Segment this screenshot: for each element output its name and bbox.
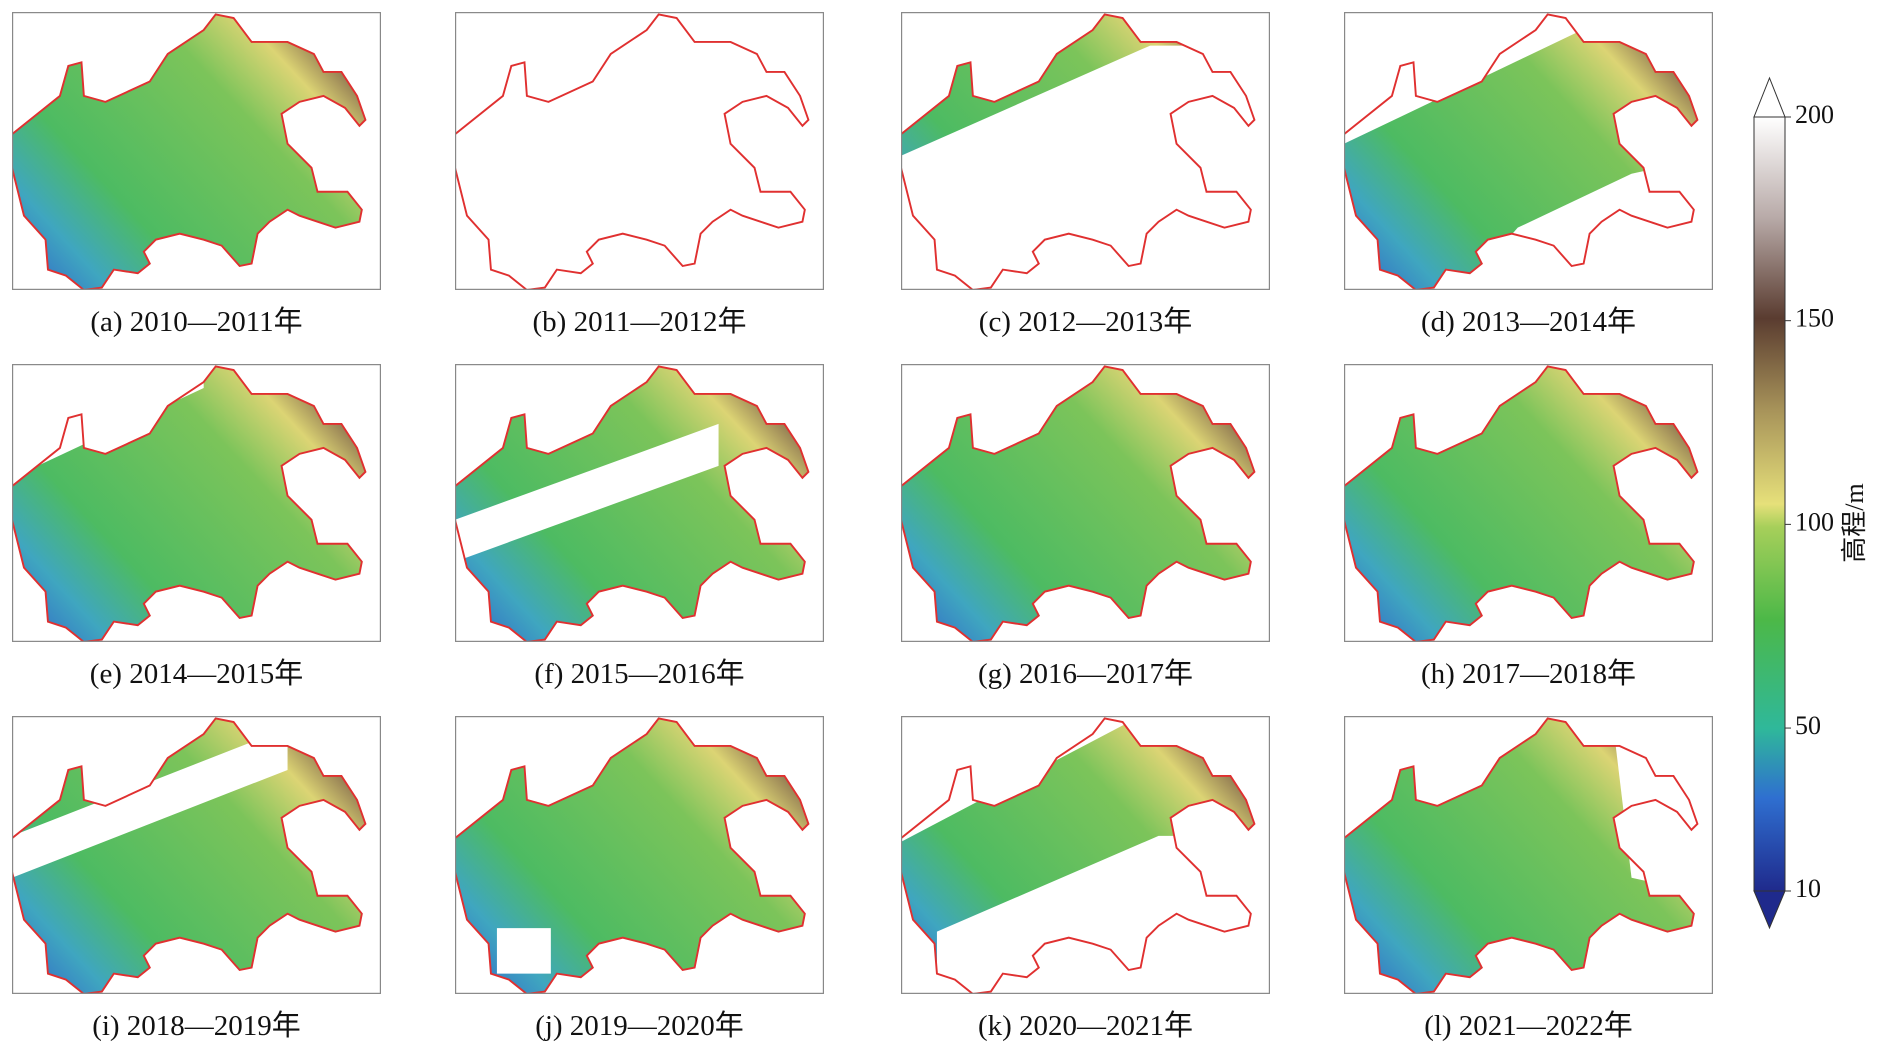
elevation-fill: [1344, 14, 1698, 290]
caption: (l) 2021—2022年: [1424, 1010, 1633, 1042]
boundary: [455, 365, 810, 642]
boundary: [1344, 717, 1699, 994]
tick-label: 10: [1795, 874, 1821, 903]
map-panel: [12, 716, 381, 994]
frame: [455, 716, 824, 994]
boundary: [901, 717, 1256, 994]
colorbar-label: 高程/m: [1840, 483, 1869, 562]
frame: [901, 716, 1270, 994]
frame: [12, 12, 381, 290]
elevation-fill: [455, 366, 809, 642]
caption: (a) 2010—2011年: [90, 306, 303, 338]
frame: [455, 364, 824, 642]
elevation: [1344, 366, 1698, 642]
map-panel: [12, 12, 381, 290]
elevation-fill: [901, 718, 1255, 994]
elevation-fill: [455, 718, 809, 994]
boundary: [12, 717, 367, 994]
frame: [1344, 364, 1713, 642]
map-panel: [455, 12, 824, 290]
map-panel: [12, 364, 381, 642]
map-panel: [455, 364, 824, 642]
extend-min: [1753, 890, 1786, 930]
caption: (i) 2018—2019年: [92, 1010, 301, 1042]
elevation-fill: [12, 366, 366, 642]
caption: (e) 2014—2015年: [89, 658, 304, 690]
elevation-fill: [1344, 366, 1698, 642]
elevation: [12, 14, 366, 290]
caption: (h) 2017—2018年: [1420, 658, 1637, 690]
elevation-fill: [901, 366, 1255, 642]
caption: (d) 2013—2014年: [1420, 306, 1637, 338]
map-panel: [1344, 716, 1713, 994]
caption: (g) 2016—2017年: [977, 658, 1194, 690]
colorbar-frame: [1753, 116, 1786, 892]
no-data: [455, 14, 809, 290]
elevation-fill: [12, 718, 366, 994]
boundary: [901, 13, 1256, 290]
frame: [1344, 716, 1713, 994]
caption: (b) 2011—2012年: [532, 306, 747, 338]
boundary: [1344, 365, 1699, 642]
elevation: [12, 366, 366, 642]
elevation-fill: [1344, 718, 1698, 994]
map-panel: [901, 364, 1270, 642]
frame: [12, 716, 381, 994]
tick-label: 200: [1795, 100, 1834, 129]
caption: (f) 2015—2016年: [534, 658, 745, 690]
boundary: [12, 13, 367, 290]
no-data: [455, 423, 719, 562]
map-panel: [901, 12, 1270, 290]
elevation-fill: [901, 14, 1255, 290]
colorbar-fill: [1754, 117, 1785, 891]
frame: [12, 364, 381, 642]
extend-max: [1753, 76, 1786, 118]
elevation: [901, 366, 1255, 642]
no-data: [12, 728, 288, 878]
elevation-fill: [12, 14, 366, 290]
boundary: [901, 365, 1256, 642]
tick-label: 150: [1795, 304, 1834, 333]
frame: [901, 12, 1270, 290]
caption: (j) 2019—2020年: [535, 1010, 744, 1042]
boundary: [1344, 13, 1699, 290]
caption: (k) 2020—2021年: [977, 1010, 1194, 1042]
frame: [901, 364, 1270, 642]
no-data: [496, 928, 551, 974]
frame: [455, 12, 824, 290]
frame: [1344, 12, 1713, 290]
caption: (c) 2012—2013年: [978, 306, 1193, 338]
map-panel: [1344, 364, 1713, 642]
map-panel: [455, 716, 824, 994]
map-panel: [901, 716, 1270, 994]
elevation-fill: [455, 14, 809, 290]
map-panel: [1344, 12, 1713, 290]
tick-label: 50: [1795, 711, 1821, 740]
boundary: [12, 365, 367, 642]
boundary: [455, 717, 810, 994]
tick-label: 100: [1795, 507, 1834, 536]
boundary: [455, 13, 810, 290]
elevation: [1344, 718, 1698, 994]
